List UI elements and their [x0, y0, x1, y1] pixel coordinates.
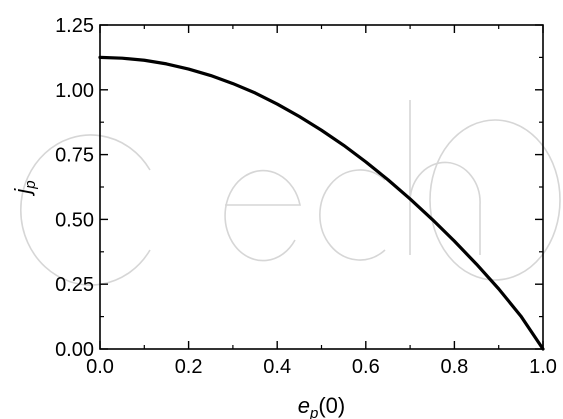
x-tick-label: 0.8 [440, 356, 468, 378]
series-line-0 [98, 55, 545, 351]
x-tick-label: 0.0 [86, 356, 114, 378]
axis-ticks [99, 24, 544, 350]
y-tick-labels: 0.00 0.25 0.50 0.75 1.00 1.25 [55, 15, 94, 361]
watermark-shape [224, 169, 301, 262]
x-tick-labels: 0.0 0.2 0.4 0.6 0.8 1.0 [86, 356, 557, 378]
watermark-shape [319, 169, 386, 261]
y-tick-label: 0.25 [55, 274, 94, 296]
y-tick-label: 0.00 [55, 339, 94, 361]
x-axis-label-base: e [298, 393, 310, 418]
plot-frame [99, 24, 544, 350]
y-axis-label-subscript: p [22, 180, 39, 189]
y-axis-label-base: j [10, 188, 35, 197]
watermark-shape [19, 134, 151, 286]
y-tick-label: 1.25 [55, 15, 94, 37]
watermark-shape [429, 119, 561, 281]
y-tick-label: 0.75 [55, 145, 94, 167]
y-tick-label: 1.00 [55, 80, 94, 102]
watermark [19, 100, 561, 286]
x-tick-label: 0.4 [263, 356, 291, 378]
x-tick-label: 0.2 [175, 356, 203, 378]
x-axis-label-subscript: p [309, 405, 318, 419]
x-axis-label: ep(0) [298, 393, 345, 419]
series-group [98, 55, 545, 351]
y-tick-label: 0.50 [55, 209, 94, 231]
y-axis-label: jp [10, 180, 39, 196]
x-tick-label: 0.6 [352, 356, 380, 378]
x-axis-label-argument: (0) [318, 393, 345, 418]
watermark-shape [409, 100, 481, 255]
x-tick-label: 1.0 [529, 356, 557, 378]
